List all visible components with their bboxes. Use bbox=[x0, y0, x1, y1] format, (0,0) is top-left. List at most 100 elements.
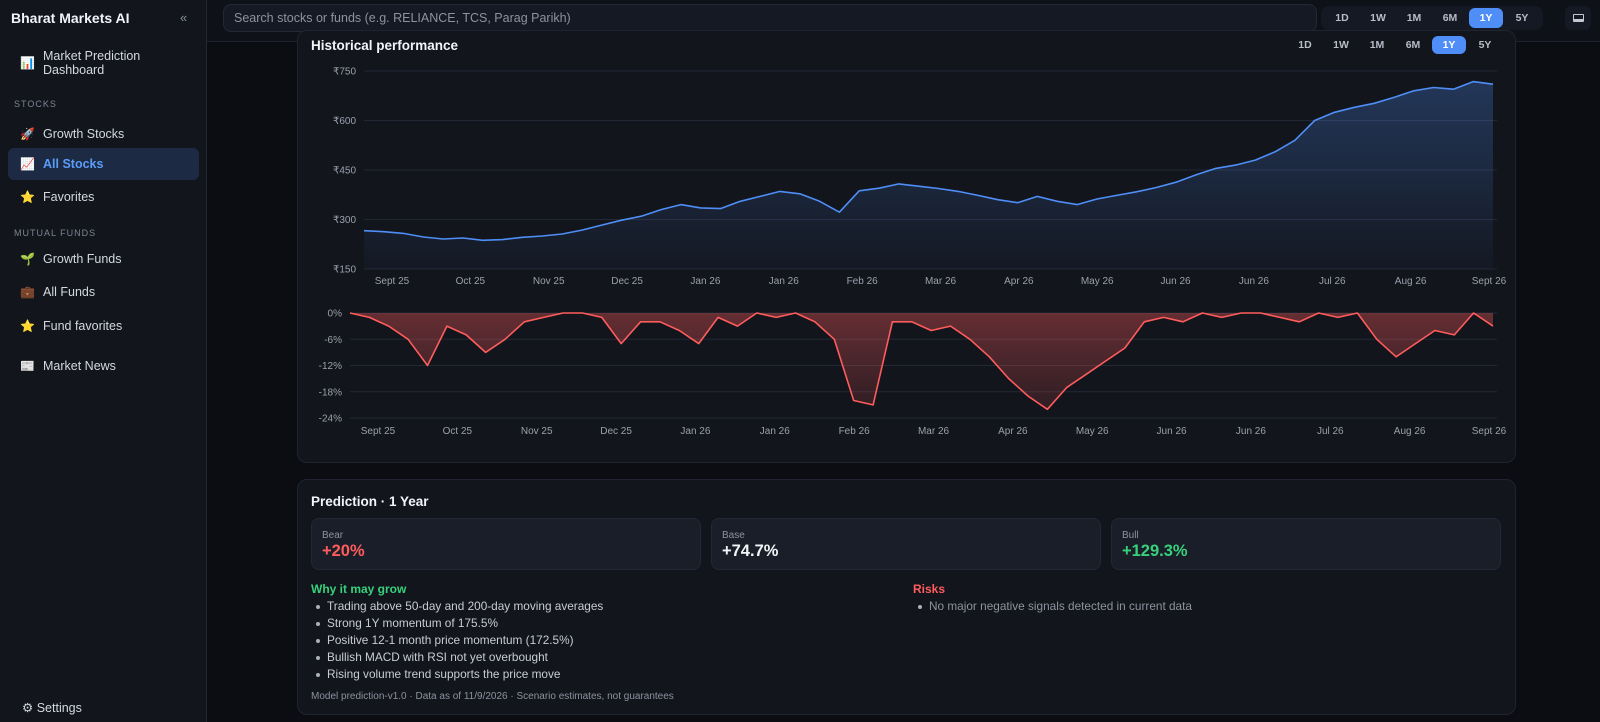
chart-range-selector: 1D 1W 1M 6M 1Y 5Y bbox=[1288, 36, 1502, 54]
sidebar-item-favorites[interactable]: ⭐ Favorites bbox=[8, 181, 199, 213]
drawdown-x-tick-label: May 26 bbox=[1076, 426, 1109, 437]
list-item: Positive 12-1 month price momentum (172.… bbox=[311, 632, 603, 649]
price-y-tick-label: ₹750 bbox=[333, 67, 356, 78]
sidebar-item-label: Growth Funds bbox=[43, 252, 122, 266]
drawdown-x-tick-label: Sept 26 bbox=[1472, 426, 1507, 437]
seedling-icon: 🌱 bbox=[20, 252, 35, 266]
model-footnote: Model prediction-v1.0 · Data as of 11/9/… bbox=[311, 691, 674, 702]
drawdown-x-tick-label: Apr 26 bbox=[998, 426, 1028, 437]
drawdown-area-fill bbox=[350, 313, 1493, 410]
price-x-tick-label: Jun 26 bbox=[1239, 276, 1269, 287]
drawdown-x-tick-label: Jul 26 bbox=[1317, 426, 1344, 437]
bear-scenario: Bear +20% bbox=[311, 518, 701, 570]
sidebar: Bharat Markets AI « 📊 Market Prediction D… bbox=[0, 0, 207, 722]
risks-heading: Risks bbox=[913, 582, 946, 596]
range-button-1m[interactable]: 1M bbox=[1406, 12, 1422, 24]
price-x-tick-label: Sept 26 bbox=[1472, 276, 1507, 287]
sidebar-item-growth-stocks[interactable]: 🚀 Growth Stocks bbox=[8, 118, 199, 150]
price-x-tick-label: Sept 25 bbox=[375, 276, 410, 287]
chart-range-5y[interactable]: 5Y bbox=[1478, 39, 1492, 51]
range-button-1w[interactable]: 1W bbox=[1370, 12, 1386, 24]
price-y-tick-label: ₹450 bbox=[333, 166, 356, 177]
sidebar-item-fund-favorites[interactable]: ⭐ Fund favorites bbox=[8, 310, 199, 342]
price-area-fill bbox=[364, 81, 1493, 269]
range-button-6m[interactable]: 6M bbox=[1442, 12, 1458, 24]
app-title: Bharat Markets AI bbox=[11, 10, 130, 26]
sidebar-item-dashboard[interactable]: 📊 Market Prediction Dashboard bbox=[8, 47, 199, 79]
sidebar-item-label: All Stocks bbox=[43, 157, 104, 171]
performance-charts: ₹750 ₹600 ₹450 ₹300 ₹150 Sept 25 Oct 25 Nov 25 D… bbox=[319, 67, 1507, 438]
why-it-may-grow-heading: Why it may grow bbox=[311, 582, 407, 596]
chart-range-1w[interactable]: 1W bbox=[1333, 39, 1349, 51]
price-y-tick-label: ₹300 bbox=[333, 215, 356, 226]
briefcase-icon: 💼 bbox=[20, 285, 35, 299]
growth-reasons-list: Trading above 50-day and 200-day moving … bbox=[311, 598, 603, 683]
chart-range-1d[interactable]: 1D bbox=[1298, 39, 1312, 51]
drawdown-x-tick-label: Nov 25 bbox=[521, 426, 553, 437]
newspaper-icon: 📰 bbox=[20, 359, 35, 373]
price-x-tick-label: Jan 26 bbox=[769, 276, 799, 287]
price-x-tick-label: Apr 26 bbox=[1004, 276, 1034, 287]
price-x-tick-label: Jul 26 bbox=[1319, 276, 1346, 287]
range-button-1y[interactable]: 1Y bbox=[1469, 8, 1503, 28]
search-input[interactable] bbox=[223, 4, 1317, 32]
price-series-line bbox=[363, 80, 1494, 242]
sidebar-item-growth-funds[interactable]: 🌱 Growth Funds bbox=[8, 243, 199, 275]
price-x-tick-label: May 26 bbox=[1081, 276, 1114, 287]
drawdown-x-tick-label: Sept 25 bbox=[361, 426, 396, 437]
dashboard-label-line2: Dashboard bbox=[43, 63, 105, 77]
star-icon: ⭐ bbox=[20, 319, 35, 333]
drawdown-x-tick-label: Jan 26 bbox=[680, 426, 710, 437]
range-button-1d[interactable]: 1D bbox=[1335, 12, 1349, 24]
sidebar-item-market-news[interactable]: 📰 Market News bbox=[8, 350, 199, 382]
sidebar-item-label: Fund favorites bbox=[43, 319, 123, 333]
bull-value: +129.3% bbox=[1122, 542, 1188, 560]
bull-scenario: Bull +129.3% bbox=[1111, 518, 1501, 570]
list-item: Bullish MACD with RSI not yet overbought bbox=[311, 649, 603, 666]
gear-icon: ⚙ bbox=[22, 701, 34, 715]
drawdown-y-tick-label: -12% bbox=[319, 361, 342, 372]
list-item: Strong 1Y momentum of 175.5% bbox=[311, 615, 603, 632]
chart-range-1m[interactable]: 1M bbox=[1369, 39, 1385, 51]
range-button-5y[interactable]: 5Y bbox=[1515, 12, 1529, 24]
list-item: Trading above 50-day and 200-day moving … bbox=[311, 598, 603, 615]
price-x-tick-label: Nov 25 bbox=[533, 276, 565, 287]
mutual-funds-section-header: MUTUAL FUNDS bbox=[14, 228, 97, 238]
list-item: Rising volume trend supports the price m… bbox=[311, 666, 603, 683]
bear-value: +20% bbox=[322, 542, 365, 560]
prediction-title: Prediction · 1 Year bbox=[311, 494, 429, 509]
drawdown-y-tick-label: -6% bbox=[324, 335, 342, 346]
chart-range-1y[interactable]: 1Y bbox=[1432, 36, 1466, 54]
chart-range-6m[interactable]: 6M bbox=[1405, 39, 1421, 51]
dashboard-label-line1: Market Prediction bbox=[43, 48, 141, 63]
drawdown-x-tick-label: Mar 26 bbox=[918, 426, 950, 437]
price-x-tick-label: Dec 25 bbox=[611, 276, 643, 287]
collapse-sidebar-icon[interactable]: « bbox=[180, 10, 188, 25]
range-selector: 1D 1W 1M 6M 1Y 5Y bbox=[1321, 6, 1543, 30]
price-x-tick-label: Aug 26 bbox=[1395, 276, 1427, 287]
drawdown-x-tick-label: Oct 25 bbox=[443, 426, 473, 437]
drawdown-x-tick-label: Dec 25 bbox=[600, 426, 632, 437]
historical-performance-card: ₹750 ₹600 ₹450 ₹300 ₹150 Sept 25 Oct 25 Nov 25 D… bbox=[297, 30, 1516, 463]
bull-label: Bull bbox=[1122, 530, 1139, 541]
price-y-tick-label: ₹600 bbox=[333, 116, 356, 127]
sidebar-item-all-funds[interactable]: 💼 All Funds bbox=[8, 276, 199, 308]
drawdown-y-tick-label: -18% bbox=[319, 387, 342, 398]
trend-chart-icon: 📈 bbox=[20, 157, 35, 171]
price-x-tick-label: Feb 26 bbox=[847, 276, 879, 287]
monitor-icon[interactable] bbox=[1565, 6, 1591, 30]
drawdown-x-tick-label: Jan 26 bbox=[760, 426, 790, 437]
sidebar-item-label: Growth Stocks bbox=[43, 127, 125, 141]
drawdown-y-tick-label: 0% bbox=[328, 309, 343, 320]
drawdown-x-tick-label: Feb 26 bbox=[839, 426, 871, 437]
stocks-section-header: STOCKS bbox=[14, 99, 57, 109]
list-item: No major negative signals detected in cu… bbox=[913, 598, 1192, 615]
price-x-tick-label: Oct 25 bbox=[456, 276, 486, 287]
bar-chart-icon: 📊 bbox=[20, 56, 35, 70]
sidebar-item-all-stocks[interactable]: 📈 All Stocks bbox=[8, 148, 199, 180]
settings-button[interactable]: ⚙ Settings bbox=[22, 700, 82, 715]
sidebar-item-label: Market Prediction Dashboard bbox=[34, 49, 140, 78]
base-label: Base bbox=[722, 530, 745, 541]
rocket-icon: 🚀 bbox=[20, 127, 35, 141]
